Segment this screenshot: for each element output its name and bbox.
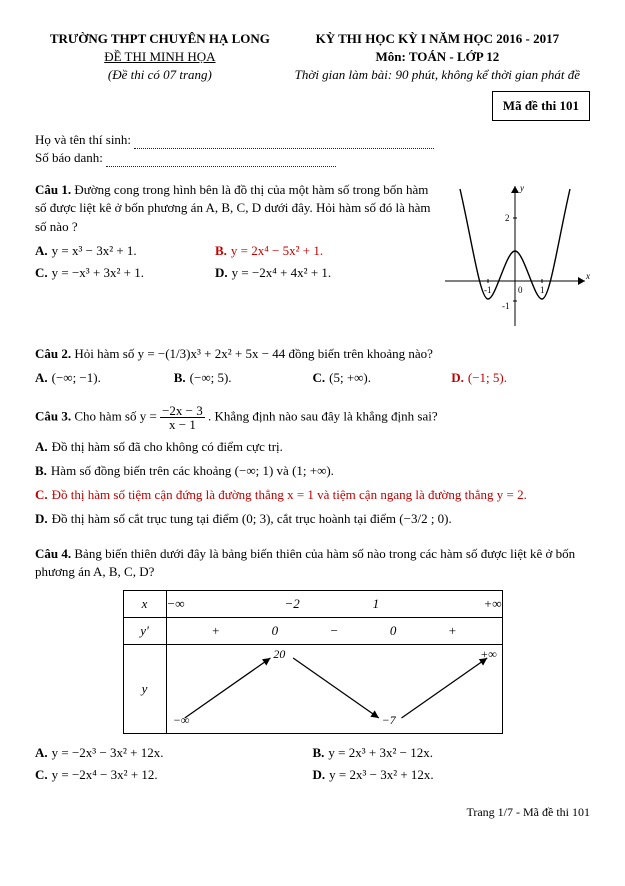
q1-graph: x y -1 0 1 2 -1 x y -1 0 1 2 -1 [440, 181, 590, 331]
q1-a-text: y = x³ − 3x² + 1. [52, 243, 137, 258]
q2-text: Hỏi hàm số y = −(1/3)x³ + 2x² + 5x − 44 … [74, 346, 433, 361]
q1-opt-b: B.y = 2x⁴ − 5x² + 1. [215, 240, 395, 262]
q3-frac-num: −2x − 3 [160, 404, 205, 418]
q4-opt-a: A.y = −2x³ − 3x² + 12x. [35, 742, 313, 764]
cell: +∞ [418, 595, 502, 613]
q4-b-text: y = 2x³ + 3x² − 12x. [328, 745, 433, 760]
candidate-id-row: Số báo danh: [35, 149, 590, 167]
q3-opt-d: D.Đồ thị hàm số cắt trục tung tại điểm (… [35, 507, 590, 531]
table-row: y −∞ 20 −7 +∞ [123, 645, 502, 734]
header: TRƯỜNG THPT CHUYÊN HẠ LONG ĐỀ THI MINH H… [35, 30, 590, 85]
q3-label: Câu 3. [35, 408, 71, 423]
question-1: x y -1 0 1 2 -1 x y -1 0 1 2 -1 [35, 181, 590, 331]
svg-text:20: 20 [273, 647, 285, 661]
id-label: Số báo danh: [35, 150, 103, 165]
q3-opt-a: A.Đồ thị hàm số đã cho không có điểm cực… [35, 435, 590, 459]
cell: 0 [265, 622, 285, 640]
q1-label: Câu 1. [35, 182, 71, 197]
svg-text:−∞: −∞ [172, 713, 188, 726]
q1-text: Đường cong trong hình bên là đồ thị của … [35, 182, 431, 233]
exam-subtitle: ĐỀ THI MINH HỌA [104, 49, 215, 64]
cell: 0 [383, 622, 403, 640]
svg-text:+∞: +∞ [480, 647, 496, 661]
q1-opt-a: A.y = x³ − 3x² + 1. [35, 240, 215, 262]
q2-c-text: (5; +∞). [329, 370, 371, 385]
q4-opt-b: B.y = 2x³ + 3x² − 12x. [313, 742, 591, 764]
q4-opt-c: C.y = −2x⁴ − 3x² + 12. [35, 764, 313, 786]
question-4: Câu 4. Bảng biến thiên dưới đây là bảng … [35, 545, 590, 786]
svg-text:2: 2 [505, 213, 510, 223]
q4-opt-d: D.y = 2x³ − 3x² + 12x. [313, 764, 591, 786]
name-label: Họ và tên thí sinh: [35, 132, 131, 147]
q1-d-text: y = −2x⁴ + 4x² + 1. [232, 265, 332, 280]
q4-c-text: y = −2x⁴ − 3x² + 12. [52, 767, 158, 782]
q2-opt-a: A.(−∞; −1). [35, 367, 174, 389]
cell-x: x [123, 590, 166, 617]
svg-text:-1: -1 [502, 301, 510, 311]
header-right: KỲ THI HỌC KỲ I NĂM HỌC 2016 - 2017 Môn:… [285, 30, 590, 85]
q4-text: Bảng biến thiên dưới đây là bảng biến th… [35, 546, 575, 579]
q4-a-text: y = −2x³ − 3x² + 12x. [52, 745, 164, 760]
variation-arrows: −∞ 20 −7 +∞ [167, 646, 502, 726]
svg-text:−7: −7 [381, 713, 396, 726]
q2-a-text: (−∞; −1). [52, 370, 101, 385]
exam-title: KỲ THI HỌC KỲ I NĂM HỌC 2016 - 2017 [285, 30, 590, 48]
q1-opt-d: D.y = −2x⁴ + 4x² + 1. [215, 262, 395, 284]
q2-label: Câu 2. [35, 346, 71, 361]
cell: − [285, 622, 383, 640]
question-3: Câu 3. Cho hàm số y = −2x − 3 x − 1 . Kh… [35, 404, 590, 532]
cell: −2 [250, 595, 334, 613]
cell: + [403, 622, 501, 640]
q2-opt-d: D.(−1; 5). [451, 367, 590, 389]
q1-opt-c: C.y = −x³ + 3x² + 1. [35, 262, 215, 284]
q3-b-text: Hàm số đồng biến trên các khoảng (−∞; 1)… [51, 463, 334, 478]
id-field-line [106, 166, 336, 167]
q3-frac-den: x − 1 [160, 418, 205, 431]
q3-text-prefix: Cho hàm số y = [74, 408, 160, 423]
q2-opt-c: C.(5; +∞). [313, 367, 452, 389]
candidate-name-row: Họ và tên thí sinh: [35, 131, 590, 149]
cell: + [167, 622, 265, 640]
table-row: y' + 0 − 0 + [123, 617, 502, 644]
header-left: TRƯỜNG THPT CHUYÊN HẠ LONG ĐỀ THI MINH H… [35, 30, 285, 85]
q2-b-text: (−∞; 5). [190, 370, 232, 385]
school-name: TRƯỜNG THPT CHUYÊN HẠ LONG [35, 30, 285, 48]
cell: 1 [334, 595, 418, 613]
question-2: Câu 2. Hỏi hàm số y = −(1/3)x³ + 2x² + 5… [35, 345, 590, 389]
q4-label: Câu 4. [35, 546, 71, 561]
q2-d-text: (−1; 5). [468, 370, 507, 385]
q3-d-text: Đồ thị hàm số cắt trục tung tại điểm (0;… [52, 511, 452, 526]
q3-c-text: Đồ thị hàm số tiệm cận đứng là đường thẳ… [52, 487, 527, 502]
page-footer: Trang 1/7 - Mã đề thi 101 [35, 804, 590, 821]
q4-d-text: y = 2x³ − 3x² + 12x. [329, 767, 434, 782]
variation-table: x −∞ −2 1 +∞ y' + 0 − 0 + [123, 590, 503, 734]
svg-text:x: x [585, 271, 590, 281]
exam-code-box: Mã đề thi 101 [492, 91, 590, 121]
q3-opt-c: C.Đồ thị hàm số tiệm cận đứng là đường t… [35, 483, 590, 507]
cell-yprime: y' [123, 617, 166, 644]
q1-c-text: y = −x³ + 3x² + 1. [52, 265, 144, 280]
q3-a-text: Đồ thị hàm số đã cho không có điểm cực t… [52, 439, 283, 454]
q3-opt-b: B.Hàm số đồng biến trên các khoảng (−∞; … [35, 459, 590, 483]
pages-note: (Đề thi có 07 trang) [35, 66, 285, 84]
q3-text-suffix: . Khẳng định nào sau đây là khẳng định s… [208, 408, 438, 423]
svg-text:y: y [519, 183, 524, 193]
q1-b-text: y = 2x⁴ − 5x² + 1. [231, 243, 323, 258]
subject: Môn: TOÁN - LỚP 12 [285, 48, 590, 66]
svg-text:-1: -1 [484, 285, 492, 295]
time-note: Thời gian làm bài: 90 phút, không kể thờ… [285, 66, 590, 84]
table-row: x −∞ −2 1 +∞ [123, 590, 502, 617]
svg-text:1: 1 [540, 285, 545, 295]
cell: −∞ [167, 595, 251, 613]
svg-text:0: 0 [518, 285, 523, 295]
q2-opt-b: B.(−∞; 5). [174, 367, 313, 389]
